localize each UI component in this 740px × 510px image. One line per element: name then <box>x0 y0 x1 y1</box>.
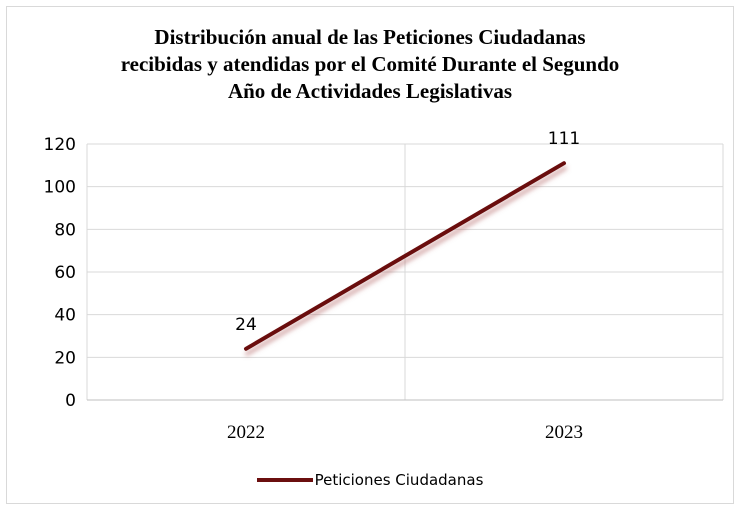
y-tick-label-0: 0 <box>65 391 76 411</box>
chart-title-line-2: recibidas y atendidas por el Comité Dura… <box>120 52 620 76</box>
x-tick-label-2022: 2022 <box>227 422 265 443</box>
y-tick-label-100: 100 <box>44 178 76 198</box>
chart-legend: Peticiones Ciudadanas <box>0 468 740 492</box>
data-label-2022: 24 <box>235 315 257 335</box>
chart-frame <box>6 6 734 504</box>
y-tick-label-120: 120 <box>44 135 76 155</box>
chart-title: Distribución anual de las Peticiones Ciu… <box>0 24 740 105</box>
chart-title-line-3: Año de Actividades Legislativas <box>227 79 513 103</box>
y-tick-label-40: 40 <box>54 306 76 326</box>
y-tick-label-60: 60 <box>54 263 76 283</box>
x-tick-label-2023: 2023 <box>545 422 583 443</box>
data-label-2023: 111 <box>548 129 580 149</box>
chart-title-line-1: Distribución anual de las Peticiones Ciu… <box>154 25 586 49</box>
y-tick-label-20: 20 <box>54 348 76 368</box>
series-line-0 <box>244 161 566 351</box>
y-tick-label-80: 80 <box>54 220 76 240</box>
legend-swatch <box>256 478 313 482</box>
legend-label: Peticiones Ciudadanas <box>314 471 484 489</box>
